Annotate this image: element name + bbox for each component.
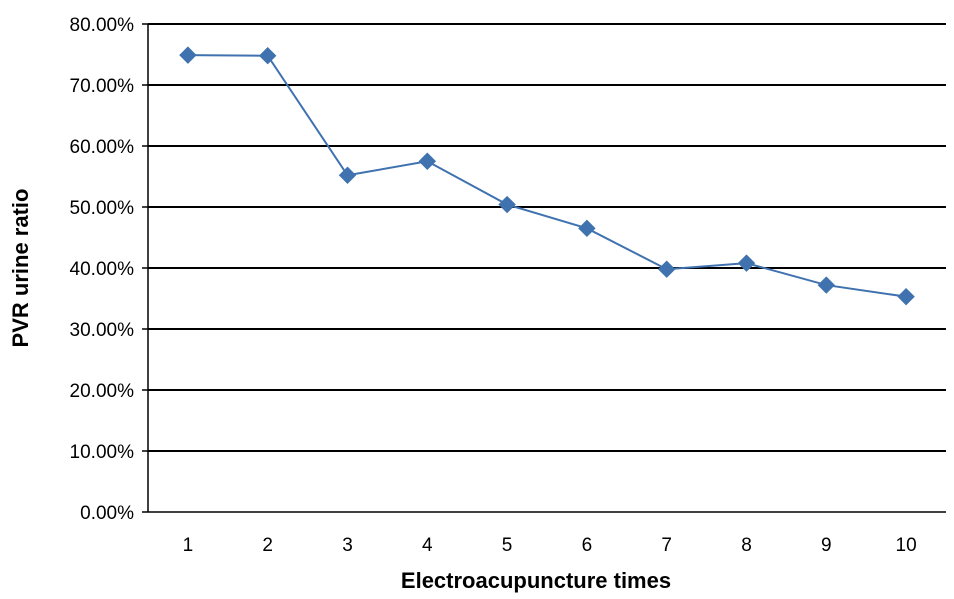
x-tick-label: 6: [582, 535, 593, 556]
data-point-marker: [737, 254, 756, 272]
x-tick-label: 10: [896, 535, 917, 556]
data-point-marker: [418, 152, 437, 170]
axes: [142, 23, 946, 513]
y-tick-label: 50.00%: [70, 198, 135, 219]
data-point-marker: [578, 219, 596, 238]
x-tick-labels: 1 2 3 4 5 6 7 8 9 10: [183, 535, 917, 556]
data-point-marker: [338, 166, 357, 184]
y-tick-label: 80.00%: [70, 15, 135, 36]
gridlines: [148, 23, 946, 452]
y-tick-label: 40.00%: [70, 259, 135, 280]
x-tick-label: 1: [183, 535, 194, 556]
x-tick-label: 9: [821, 535, 832, 556]
data-point-marker: [179, 46, 197, 64]
data-point-marker: [258, 47, 277, 65]
data-point-marker: [897, 287, 915, 306]
y-tick-label: 20.00%: [70, 381, 135, 402]
x-tick-label: 4: [422, 535, 433, 556]
y-tick-label: 30.00%: [70, 320, 135, 341]
y-tick-labels: 0.00% 10.00% 20.00% 30.00% 40.00% 50.00% 60.00…: [70, 15, 135, 524]
x-tick-label: 7: [661, 535, 672, 556]
data-points: [179, 46, 915, 306]
x-tick-label: 5: [502, 535, 513, 556]
series-line: [187, 54, 907, 298]
data-point-marker: [817, 276, 836, 294]
y-tick-label: 0.00%: [80, 503, 134, 524]
data-point-marker: [498, 195, 516, 214]
y-tick-label: 70.00%: [70, 76, 135, 97]
y-tick-label: 60.00%: [70, 137, 135, 158]
x-tick-label: 2: [262, 535, 273, 556]
x-axis-title: Electroacupuncture times: [401, 568, 671, 593]
x-tick-label: 3: [342, 535, 353, 556]
data-point-marker: [657, 260, 676, 278]
x-tick-label: 8: [741, 535, 752, 556]
y-tick-label: 10.00%: [70, 442, 135, 463]
series-line: [187, 54, 907, 298]
y-axis-title: PVR urine ratio: [8, 189, 33, 348]
